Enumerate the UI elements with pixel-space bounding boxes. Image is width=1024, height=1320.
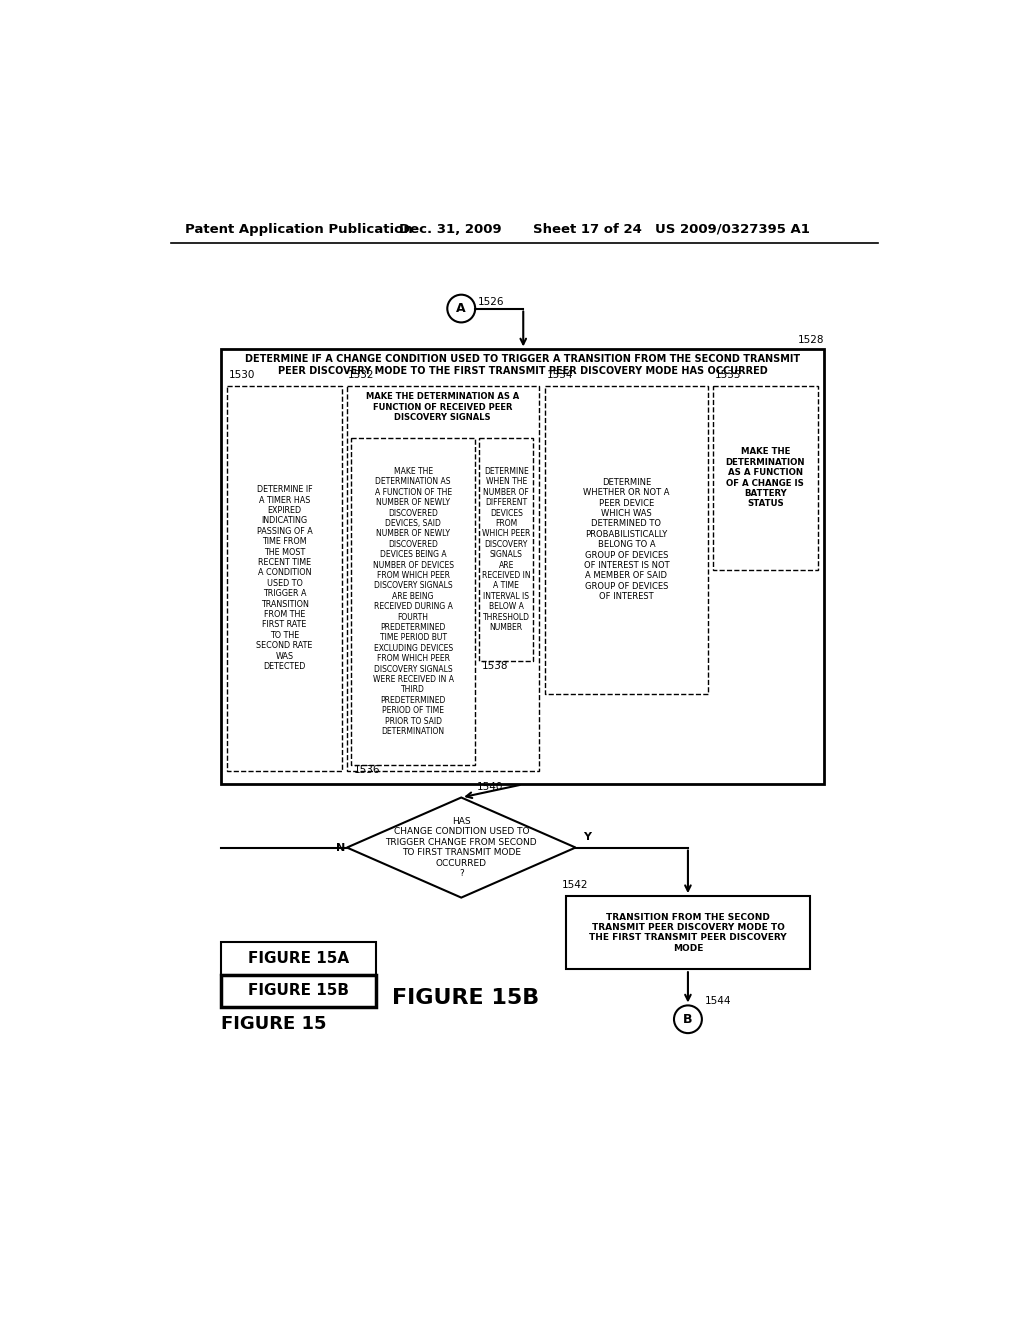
Text: HAS
CHANGE CONDITION USED TO
TRIGGER CHANGE FROM SECOND
TO FIRST TRANSMIT MODE
O: HAS CHANGE CONDITION USED TO TRIGGER CHA… [385, 817, 537, 878]
Bar [221, 974, 376, 1007]
Bar [221, 350, 824, 784]
Text: 1528: 1528 [798, 335, 824, 346]
Text: A: A [457, 302, 466, 315]
Text: 1526: 1526 [478, 297, 505, 306]
Bar [545, 385, 708, 693]
Bar [351, 438, 475, 766]
Text: 1540: 1540 [477, 781, 503, 792]
Text: DETERMINE
WHEN THE
NUMBER OF
DIFFERENT
DEVICES
FROM
WHICH PEER
DISCOVERY
SIGNALS: DETERMINE WHEN THE NUMBER OF DIFFERENT D… [482, 467, 530, 632]
Text: 1530: 1530 [228, 370, 255, 380]
Text: DETERMINE
WHETHER OR NOT A
PEER DEVICE
WHICH WAS
DETERMINED TO
PROBABILISTICALLY: DETERMINE WHETHER OR NOT A PEER DEVICE W… [583, 478, 670, 601]
Text: 1542: 1542 [562, 880, 589, 891]
Text: Sheet 17 of 24: Sheet 17 of 24 [532, 223, 641, 236]
Bar [566, 896, 810, 969]
Bar [346, 385, 539, 771]
Text: 1544: 1544 [705, 995, 731, 1006]
Text: 1538: 1538 [481, 661, 508, 671]
Text: 1532: 1532 [348, 370, 375, 380]
Text: Dec. 31, 2009: Dec. 31, 2009 [399, 223, 502, 236]
Text: 1535: 1535 [715, 370, 741, 380]
Polygon shape [347, 797, 575, 898]
Bar [221, 942, 376, 974]
Circle shape [674, 1006, 701, 1034]
Text: DETERMINE IF A CHANGE CONDITION USED TO TRIGGER A TRANSITION FROM THE SECOND TRA: DETERMINE IF A CHANGE CONDITION USED TO … [245, 354, 800, 376]
Bar [713, 385, 818, 570]
Text: 1536: 1536 [353, 764, 380, 775]
Text: FIGURE 15B: FIGURE 15B [391, 987, 539, 1007]
Text: DETERMINE IF
A TIMER HAS
EXPIRED
INDICATING
PASSING OF A
TIME FROM
THE MOST
RECE: DETERMINE IF A TIMER HAS EXPIRED INDICAT… [256, 486, 312, 671]
Text: N: N [336, 843, 345, 854]
Text: FIGURE 15A: FIGURE 15A [248, 950, 349, 966]
Bar [227, 385, 342, 771]
Text: 1534: 1534 [547, 370, 573, 380]
Text: Patent Application Publication: Patent Application Publication [184, 223, 413, 236]
Text: Y: Y [584, 832, 591, 842]
Text: MAKE THE
DETERMINATION
AS A FUNCTION
OF A CHANGE IS
BATTERY
STATUS: MAKE THE DETERMINATION AS A FUNCTION OF … [726, 447, 805, 508]
Circle shape [447, 294, 475, 322]
Bar [479, 438, 534, 661]
Text: MAKE THE
DETERMINATION AS
A FUNCTION OF THE
NUMBER OF NEWLY
DISCOVERED
DEVICES, : MAKE THE DETERMINATION AS A FUNCTION OF … [373, 467, 454, 737]
Text: FIGURE 15: FIGURE 15 [221, 1015, 327, 1032]
Text: MAKE THE DETERMINATION AS A
FUNCTION OF RECEIVED PEER
DISCOVERY SIGNALS: MAKE THE DETERMINATION AS A FUNCTION OF … [366, 392, 519, 422]
Text: US 2009/0327395 A1: US 2009/0327395 A1 [655, 223, 810, 236]
Text: B: B [683, 1012, 692, 1026]
Text: FIGURE 15B: FIGURE 15B [248, 983, 349, 998]
Text: TRANSITION FROM THE SECOND
TRANSMIT PEER DISCOVERY MODE TO
THE FIRST TRANSMIT PE: TRANSITION FROM THE SECOND TRANSMIT PEER… [589, 912, 786, 953]
